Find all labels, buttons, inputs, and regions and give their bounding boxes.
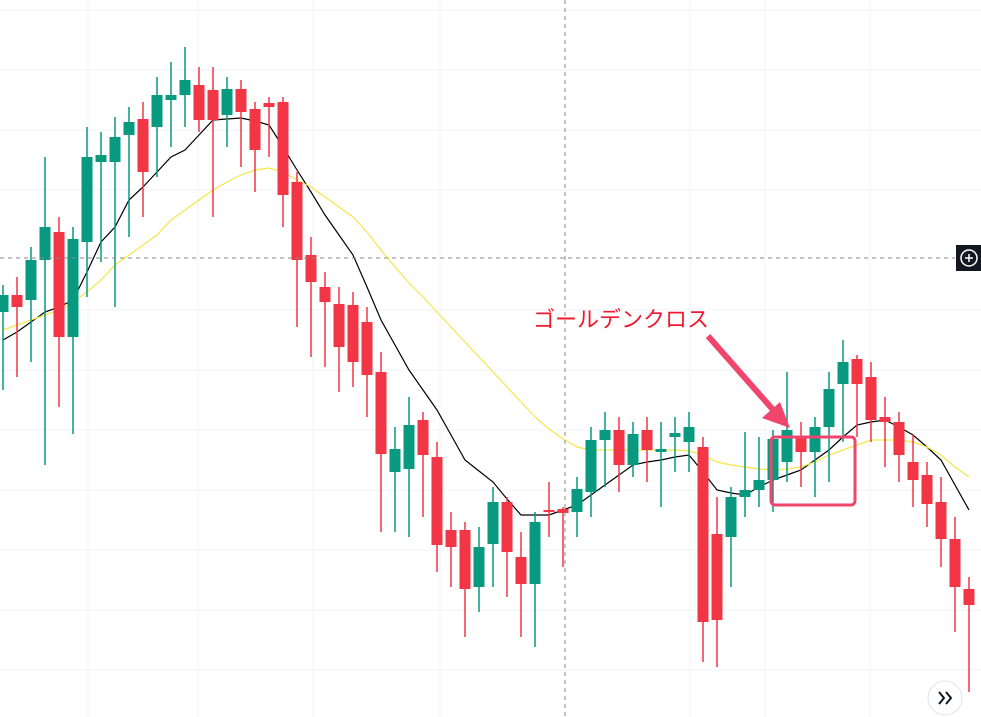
candle-body [0,295,9,312]
candle-body [109,137,121,162]
candle-body [333,304,345,347]
candle-body [683,427,695,442]
candle-body [235,89,247,112]
candle-body [25,260,37,300]
candle-body [949,539,961,587]
candle-body [277,102,289,195]
moving-average-line [2,117,970,516]
highlight-box [769,435,857,507]
candle-body [417,420,429,455]
candle-body [165,95,177,100]
candle-body [193,85,205,120]
annotation-arrow [705,334,790,428]
candle-body [123,122,135,135]
candle-body [739,490,751,497]
add-button[interactable] [956,245,981,271]
candle-body [669,433,681,437]
scroll-button[interactable] [927,680,963,716]
candle-body [39,227,51,260]
candle-body [151,95,163,127]
candle-body [67,239,79,337]
candle-body [767,439,779,480]
candle-body [795,437,807,452]
candle-body [263,103,275,107]
candle-body [207,90,219,120]
candle-body [557,509,569,513]
candle-body [319,287,331,302]
candle-body [95,155,107,162]
candle-body [249,109,261,150]
candle-body [879,417,891,422]
candle-body [837,362,849,384]
candle-body [599,430,611,440]
candle-body [137,119,149,172]
candle-body [543,510,555,512]
candle-body [907,462,919,480]
candle-body [501,502,513,552]
crosshair [0,0,955,717]
moving-average-line [2,167,970,478]
candle-body [179,80,191,95]
candle-body [753,480,765,490]
candle-body [921,475,933,504]
candle-body [823,389,835,427]
candle-body [613,430,625,465]
candle-body [515,557,527,584]
candle-body [655,449,667,452]
candle-body [473,547,485,587]
candle-body [935,502,947,539]
candle-body [375,372,387,454]
candle-body [893,422,905,455]
candle-body [487,502,499,544]
candle-body [431,457,443,545]
candle-body [627,434,639,465]
candle-body [585,440,597,492]
candle-body [53,232,65,337]
candle-body [459,530,471,589]
candle-body [361,322,373,375]
annotation: ゴールデンクロス [533,308,709,333]
candle-body [221,89,233,115]
candle-body [347,305,359,362]
candle-body [11,295,23,307]
candle-body [851,359,863,384]
candle-body [641,430,653,450]
candle-body [865,377,877,420]
plot [0,47,975,692]
candle-body [725,497,737,537]
candle-body [445,530,457,547]
candle-body [389,449,401,472]
candle-body [809,427,821,452]
candle-body [403,425,415,469]
candle-body [697,447,709,622]
candle-body [571,489,583,512]
candle-body [305,255,317,282]
candle-body [711,534,723,620]
candle-body [81,157,93,242]
candle-body [291,182,303,260]
candle-body [529,522,541,584]
candle-body [781,430,793,462]
candle-body [963,589,975,605]
